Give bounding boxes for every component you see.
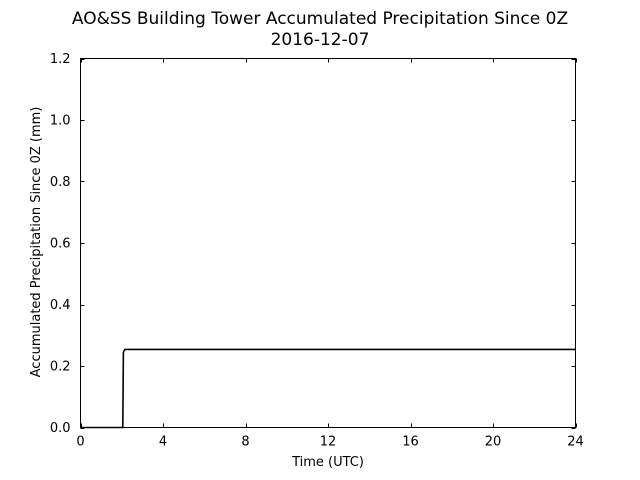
x-axis-label: Time (UTC) [291, 455, 364, 470]
plot-frame [80, 58, 576, 428]
chart-subtitle: 2016-12-07 [271, 30, 370, 50]
x-tick-label: 24 [567, 435, 584, 450]
chart-title: AO&SS Building Tower Accumulated Precipi… [72, 9, 568, 29]
x-tick-label: 20 [485, 435, 502, 450]
series-line [80, 348, 576, 429]
y-tick-label: 0.0 [50, 421, 71, 436]
x-tick-label: 8 [241, 435, 249, 450]
y-tick-label: 0.4 [50, 298, 71, 313]
y-tick-label: 0.2 [50, 360, 71, 375]
y-tick-label: 1.0 [50, 114, 71, 129]
x-tick-label: 4 [159, 435, 167, 450]
x-tick-label: 16 [402, 435, 419, 450]
tick-group: 0 4 8 12 16 20 24 0.0 0.2 0.4 0.6 0.8 1.0 1.2 [50, 52, 584, 450]
y-axis-label: Accumulated Precipitation Since 0Z (mm) [29, 107, 44, 378]
y-tick-label: 0.6 [50, 237, 71, 252]
x-tick-label: 0 [76, 435, 84, 450]
y-tick-label: 1.2 [50, 52, 71, 67]
x-tick-label: 12 [320, 435, 337, 450]
y-tick-label: 0.8 [50, 175, 71, 190]
